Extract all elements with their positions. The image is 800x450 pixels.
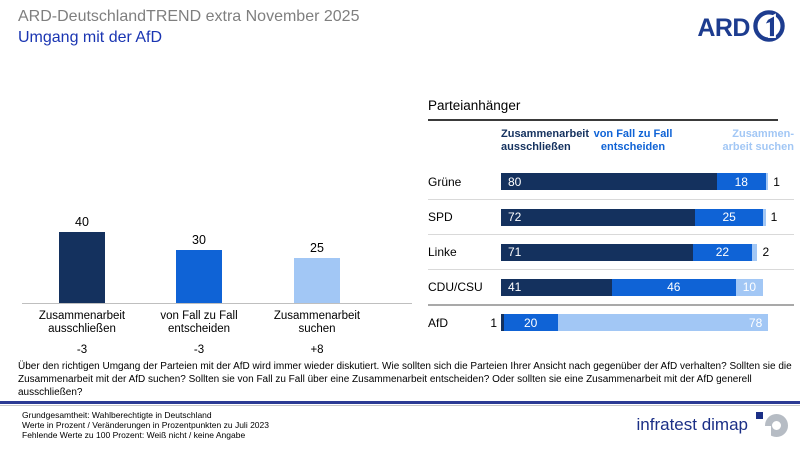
bottom-rule-shadow — [0, 405, 800, 406]
column-headers: Zusammenarbeit ausschließen von Fall zu … — [428, 126, 794, 162]
bar-value-label: 30 — [192, 233, 206, 247]
segment-value: 18 — [734, 174, 748, 189]
segment-value: 80 — [508, 174, 522, 189]
segment-value: 46 — [667, 280, 681, 294]
bar-segment: 10 — [735, 278, 763, 296]
party-label: Grüne — [428, 174, 462, 189]
ard-one-circle-icon — [752, 9, 786, 48]
bar-group: 40 Zusammenarbeit ausschließen -3 — [22, 212, 142, 356]
footnotes: Grundgesamtheit: Wahlberechtigte in Deut… — [22, 410, 269, 440]
segment-value: 41 — [508, 280, 522, 294]
footnote-line: Fehlende Werte zu 100 Prozent: Weiß nich… — [22, 430, 246, 440]
outside-value: 2 — [762, 245, 770, 259]
bottom-rule — [0, 401, 800, 404]
segment-value: 72 — [508, 210, 522, 224]
survey-question-text: Über den richtigen Umgang der Parteien m… — [18, 361, 792, 398]
segment-value: 10 — [742, 280, 757, 294]
stacked-bar: 41 46 10 — [501, 278, 763, 296]
footnote-line: Grundgesamtheit: Wahlberechtigte in Deut… — [22, 410, 212, 420]
panel-title: Parteianhänger — [428, 98, 521, 113]
bar-segment — [752, 243, 758, 261]
segment-value: 78 — [748, 315, 763, 330]
bar-segment: 18 — [717, 173, 766, 190]
party-row: Grüne 80 18 1 — [428, 164, 794, 199]
party-row: Linke 71 22 2 — [428, 234, 794, 269]
party-row: CDU/CSU 41 46 10 — [428, 269, 794, 304]
party-label: SPD — [428, 210, 453, 224]
bar-change-label: -3 — [193, 344, 205, 356]
bar-segment: 72 — [501, 208, 696, 226]
infratest-dimap-brand: infratest dimap — [636, 411, 788, 438]
segment-value: 71 — [508, 245, 522, 259]
party-name: AfD — [428, 315, 449, 330]
bar-change-label: +8 — [310, 344, 324, 356]
bar — [176, 250, 222, 303]
party-supporters-panel: Parteianhänger Zusammenarbeit ausschließ… — [428, 98, 794, 339]
outside-value: 1 — [770, 210, 778, 224]
party-row: SPD 72 25 1 — [428, 199, 794, 234]
infratest-dimap-logo-icon — [756, 411, 788, 438]
bar-segment: 78 — [557, 314, 769, 331]
outside-value: 1 — [773, 174, 780, 189]
bar-segment: 71 — [501, 243, 693, 261]
ard-logo-text: ARD — [697, 14, 750, 42]
stacked-bar: 20 78 — [501, 314, 769, 331]
bar-segment: 20 — [503, 314, 558, 331]
party-label: CDU/CSU — [428, 280, 483, 294]
bar — [59, 232, 105, 303]
bar-change-label: -3 — [76, 344, 88, 356]
bar-segment — [501, 314, 504, 331]
ard-logo: ARD — [697, 9, 786, 48]
segment-value: 20 — [524, 315, 538, 330]
column-header: Zusammen-arbeit suchen — [722, 128, 794, 153]
bar-category-label: Zusammenarbeit suchen — [273, 310, 361, 335]
x-axis-line — [22, 303, 412, 304]
bar-category-label: Zusammenarbeit ausschließen — [38, 310, 126, 335]
column-header: von Fall zu Fall entscheiden — [593, 128, 673, 153]
panel-title-rule — [428, 119, 778, 121]
bar-category-label: von Fall zu Fall entscheiden — [160, 310, 238, 335]
party-rows: Grüne 80 18 1 SPD 72 25 1 Linke 71 22 — [428, 164, 794, 339]
bar-value-label: 40 — [75, 215, 89, 229]
bar-segment: 41 — [501, 278, 612, 296]
infratest-dimap-logo-text: infratest dimap — [636, 414, 749, 434]
footnote-line: Werte in Prozent / Veränderungen in Proz… — [22, 420, 269, 430]
bar-segment — [762, 208, 766, 226]
party-label: AfD 1 — [428, 316, 501, 330]
party-label: Linke — [428, 245, 457, 259]
bar-segment — [765, 173, 769, 190]
column-header: Zusammenarbeit ausschließen — [501, 128, 590, 153]
bar-segment: 46 — [611, 278, 736, 296]
bar-segment: 22 — [692, 243, 753, 261]
bar-group: 30 von Fall zu Fall entscheiden -3 — [139, 212, 259, 356]
stacked-bar: 80 18 — [501, 173, 769, 190]
segment-value: 25 — [722, 210, 736, 224]
bar-segment: 25 — [695, 208, 763, 226]
outside-value-left: 1 — [490, 315, 497, 330]
stacked-bar: 72 25 — [501, 208, 766, 226]
party-row: AfD 1 20 78 — [428, 304, 794, 339]
bar — [294, 258, 340, 303]
stacked-bar: 71 22 — [501, 243, 758, 261]
bar-value-label: 25 — [310, 241, 324, 255]
bar-group: 25 Zusammenarbeit suchen +8 — [257, 212, 377, 356]
report-suptitle: ARD-DeutschlandTREND extra November 2025 — [18, 8, 360, 25]
page-title: Umgang mit der AfD — [18, 29, 163, 46]
segment-value: 22 — [715, 245, 730, 259]
bar-segment: 80 — [501, 173, 717, 190]
